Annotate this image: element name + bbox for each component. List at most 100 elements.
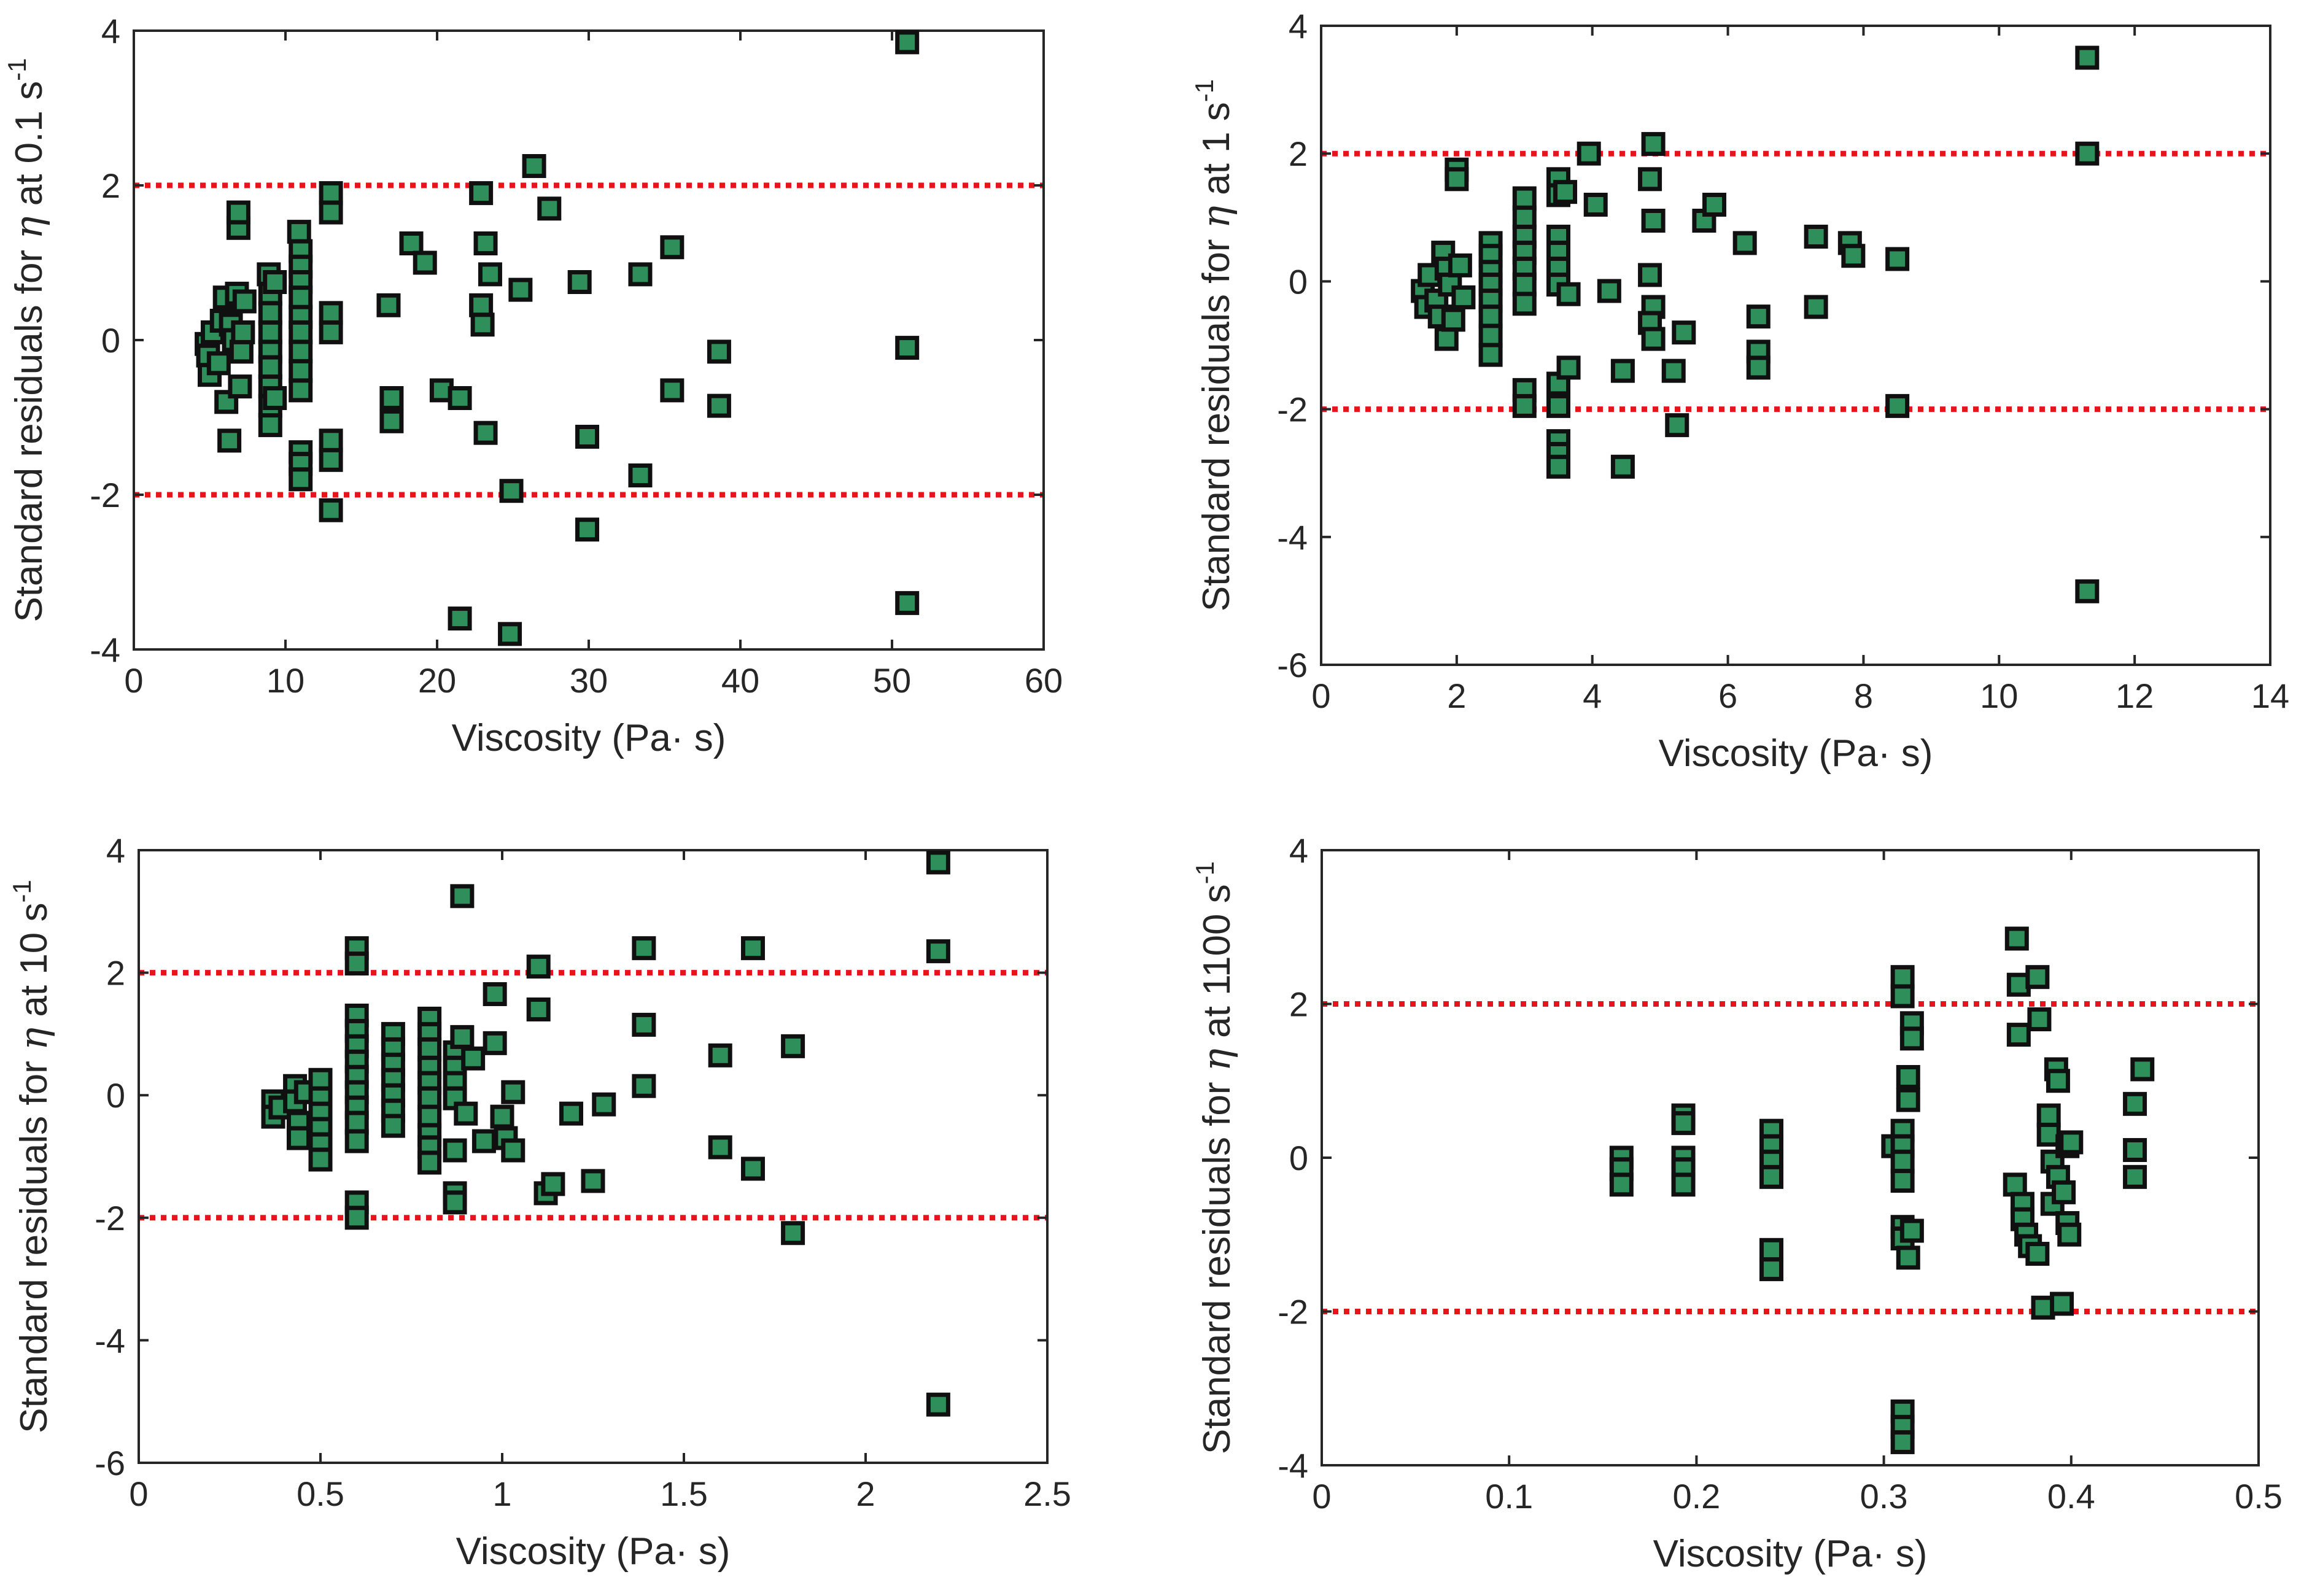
x-tick-label: 2.5 [1023, 1474, 1071, 1513]
data-point [344, 1129, 369, 1153]
data-point [319, 447, 343, 472]
data-point [1641, 132, 1666, 157]
data-point [1638, 167, 1662, 192]
y-tick-label: -6 [95, 1444, 125, 1482]
y-axis-label: Standard residuals for η at 1 s-1 [1190, 79, 1238, 611]
data-point [581, 1169, 605, 1193]
data-point [1512, 273, 1537, 297]
y-tick-label: 4 [1289, 7, 1308, 45]
data-point [454, 1101, 478, 1126]
data-point [1641, 209, 1666, 233]
x-tick-label: 30 [570, 661, 608, 700]
data-point [575, 517, 600, 542]
data-point [229, 339, 254, 364]
data-point [1512, 292, 1537, 316]
data-point [541, 1172, 565, 1196]
data-point [1448, 253, 1472, 277]
data-point [470, 312, 495, 337]
data-point [379, 409, 404, 433]
data-point [1610, 358, 1635, 383]
y-tick-label: 2 [101, 166, 120, 205]
data-point [319, 428, 343, 453]
data-point [2075, 141, 2100, 166]
data-point [258, 301, 282, 325]
data-point [289, 285, 313, 310]
data-point [478, 262, 502, 287]
data-point [1759, 1238, 1783, 1262]
y-tick-label: 0 [101, 321, 120, 360]
data-point [1638, 263, 1662, 287]
data-point [319, 181, 343, 206]
data-point [1577, 141, 1601, 166]
data-point [1804, 295, 1828, 319]
data-point [473, 231, 498, 255]
data-point [471, 1129, 496, 1153]
data-point [628, 463, 653, 487]
data-point [1661, 358, 1686, 383]
data-point [926, 939, 950, 964]
data-point [450, 1025, 475, 1049]
y-axis-label: Standard residuals for η at 1100 s-1 [1190, 861, 1239, 1454]
y-tick-label: 0 [106, 1076, 125, 1115]
data-point [2052, 1180, 2076, 1204]
data-point [2003, 1172, 2027, 1197]
data-point [2025, 1242, 2050, 1266]
x-tick-label: 50 [873, 661, 911, 700]
data-point [1434, 327, 1459, 351]
data-point [2123, 1137, 2147, 1162]
data-point [2031, 1295, 2055, 1320]
y-tick-label: -4 [1277, 518, 1308, 557]
data-point [450, 884, 475, 908]
data-point [228, 374, 252, 399]
x-tick-label: 60 [1025, 661, 1063, 700]
y-tick-label: 4 [106, 831, 125, 870]
data-point [319, 301, 343, 325]
data-point [2036, 1103, 2061, 1128]
data-point [344, 1206, 369, 1230]
x-tick-label: 1 [492, 1474, 511, 1513]
data-point [660, 235, 685, 260]
y-tick-label: 4 [101, 12, 120, 50]
x-tick-label: 0.5 [2235, 1477, 2283, 1516]
data-point [286, 1126, 311, 1150]
y-tick-label: -4 [90, 630, 120, 669]
panel-4: 0 0.1 0.2 0.3 0.4 0.5 -4 -2 0 2 4 Viscosity (Pa· s)… [1190, 831, 2283, 1575]
data-point [1671, 1111, 1696, 1136]
data-point [1672, 320, 1696, 345]
data-point [592, 1092, 616, 1117]
x-tick-label: 0 [1312, 1477, 1331, 1516]
data-point [632, 936, 656, 961]
x-tick-label: 0.4 [2047, 1477, 2095, 1516]
data-point [501, 1080, 526, 1104]
data-point [1759, 1164, 1783, 1189]
data-point [413, 250, 437, 275]
data-point [319, 200, 343, 225]
x-tick-label: 2 [856, 1474, 875, 1513]
data-point [2006, 1023, 2031, 1047]
data-point [1841, 244, 1866, 268]
x-axis-label: Viscosity (Pa· s) [1653, 1533, 1928, 1575]
data-point [1478, 343, 1503, 367]
x-tick-label: 40 [721, 661, 759, 700]
data-point [1583, 192, 1608, 217]
data-point [1451, 285, 1476, 309]
data-point [567, 270, 592, 294]
data-point [2046, 1069, 2070, 1093]
data-point [1890, 1430, 1915, 1454]
axes-frame [1321, 849, 2260, 1466]
data-point [1671, 1172, 1696, 1197]
y-tick-label: -2 [1277, 390, 1308, 429]
data-point [632, 1012, 656, 1037]
data-point [895, 336, 920, 360]
y-tick-label: 2 [106, 954, 125, 993]
data-point [226, 200, 250, 225]
data-point [1885, 247, 1910, 271]
data-point [1556, 282, 1581, 306]
data-point [926, 850, 950, 875]
data-point [2123, 1164, 2147, 1189]
data-point [448, 606, 472, 631]
x-tick-label: 0 [129, 1474, 148, 1513]
data-point [1890, 984, 1915, 1009]
data-point [289, 358, 313, 383]
